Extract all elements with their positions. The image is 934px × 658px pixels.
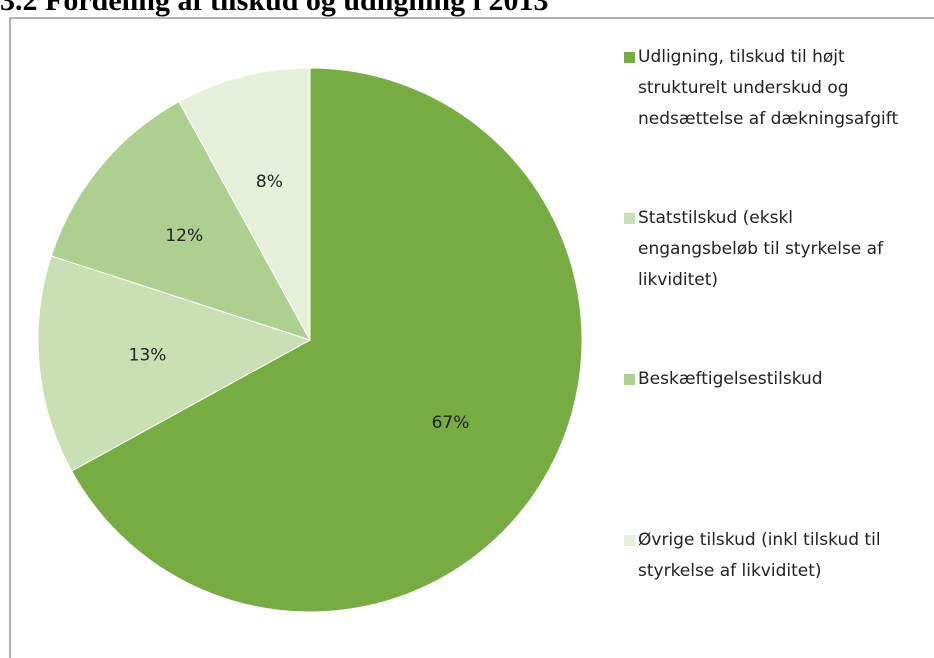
- legend-label: Øvrige tilskud (inkl tilskud til styrkel…: [638, 530, 881, 581]
- pie-slice: [70, 67, 583, 613]
- pie-slice: [37, 255, 312, 472]
- chart-title: 3.2 Fordeling af tilskud og udligning i …: [0, 0, 549, 17]
- legend-swatch: [624, 213, 635, 224]
- legend-swatch: [624, 535, 635, 546]
- legend-swatch: [624, 52, 635, 63]
- legend-item: Beskæftigelsestilskud: [624, 364, 918, 395]
- legend-label: Beskæftigelsestilskud: [638, 369, 823, 389]
- legend-item: Øvrige tilskud (inkl tilskud til styrkel…: [624, 525, 918, 587]
- data-label: 13%: [129, 345, 167, 365]
- legend-label: Statstilskud (ekskl engangsbeløb til sty…: [638, 208, 884, 290]
- data-label: 8%: [256, 172, 283, 192]
- legend-label: Udligning, tilskud til højt strukturelt …: [638, 47, 899, 129]
- data-label: 67%: [432, 413, 470, 433]
- pie-slice: [50, 100, 312, 341]
- legend-item: Udligning, tilskud til højt strukturelt …: [624, 42, 918, 135]
- chart-border: [9, 17, 934, 658]
- data-label: 12%: [165, 226, 203, 246]
- legend-swatch: [624, 374, 635, 385]
- pie-slice: [178, 67, 311, 341]
- legend-item: Statstilskud (ekskl engangsbeløb til sty…: [624, 203, 918, 296]
